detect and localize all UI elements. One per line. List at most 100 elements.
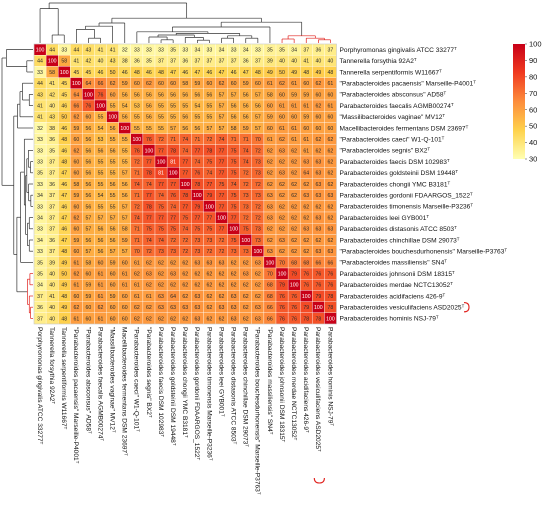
column-label: Parabacteroides faecalis AGMB00274T xyxy=(96,327,105,441)
cell-value-label: 62 xyxy=(146,260,152,266)
cell-value-label: 63 xyxy=(315,249,321,255)
column-label: Parabacteroides acidifaciens 426-9T xyxy=(302,327,311,433)
cell-value-label: 100 xyxy=(290,283,299,289)
cell-value-label: 61 xyxy=(303,104,309,110)
cell-value-label: 34 xyxy=(37,216,43,222)
cell-value-label: 62 xyxy=(98,305,104,311)
cell-value-label: 33 xyxy=(231,48,237,54)
cell-value-label: 63 xyxy=(315,160,321,166)
cell-value-label: 41 xyxy=(98,48,104,54)
cell-value-label: 62 xyxy=(255,294,261,300)
cell-value-label: 43 xyxy=(49,115,55,121)
cell-value-label: 59 xyxy=(303,115,309,121)
cell-value-label: 34 xyxy=(37,238,43,244)
column-label: Tannerella forsythia 92A2T xyxy=(48,327,57,404)
cell-value-label: 35 xyxy=(146,59,152,65)
cell-value-label: 56 xyxy=(86,238,92,244)
cell-value-label: 60 xyxy=(73,227,79,233)
cell-value-label: 56 xyxy=(86,193,92,199)
cell-value-label: 72 xyxy=(255,216,261,222)
cell-value-label: 63 xyxy=(231,305,237,311)
cell-value-label: 75 xyxy=(158,227,164,233)
cell-value-label: 59 xyxy=(267,115,273,121)
cell-value-label: 76 xyxy=(134,148,140,154)
cell-value-label: 61 xyxy=(291,104,297,110)
cell-value-label: 70 xyxy=(279,260,285,266)
cell-value-label: 48 xyxy=(61,316,67,322)
column-label: "Parabacteroides bouchesdurhonensis" Mar… xyxy=(254,327,263,495)
cell-value-label: 41 xyxy=(37,104,43,110)
cell-value-label: 61 xyxy=(267,137,273,143)
cell-value-label: 57 xyxy=(255,92,261,98)
cell-value-label: 36 xyxy=(134,59,140,65)
cell-value-label: 62 xyxy=(231,260,237,266)
cell-value-label: 60 xyxy=(328,92,334,98)
cell-value-label: 35 xyxy=(49,148,55,154)
cell-value-label: 33 xyxy=(134,48,140,54)
cell-value-label: 73 xyxy=(194,238,200,244)
cell-value-label: 100 xyxy=(193,193,202,199)
cell-value-label: 76 xyxy=(315,283,321,289)
cell-value-label: 77 xyxy=(219,227,225,233)
cell-value-label: 47 xyxy=(170,70,176,76)
cell-value-label: 100 xyxy=(96,104,105,110)
column-label: "Massilibacteroides vaginae" MV12T xyxy=(108,327,117,433)
cell-value-label: 44 xyxy=(37,81,43,87)
column-label: Parabacteroides distasonis ATCC 8503T xyxy=(229,327,238,445)
cell-value-label: 41 xyxy=(303,59,309,65)
row-label: "Parabacteroides bouchesdurhonensis" Mar… xyxy=(340,247,508,256)
cell-value-label: 62 xyxy=(279,227,285,233)
cell-value-label: 60 xyxy=(86,272,92,278)
heatmap-border xyxy=(33,43,337,325)
cell-value-label: 79 xyxy=(291,272,297,278)
cell-value-label: 55 xyxy=(122,148,128,154)
row-label: "Parabacteroides pacaensis" Marseille-P4… xyxy=(340,79,477,88)
cell-value-label: 56 xyxy=(98,227,104,233)
cell-value-label: 37 xyxy=(37,294,43,300)
cell-value-label: 45 xyxy=(73,70,79,76)
cell-value-label: 72 xyxy=(134,160,140,166)
column-label: Parabacteroides timonensis Marseille-P32… xyxy=(205,327,214,461)
cell-value-label: 60 xyxy=(110,316,116,322)
cell-value-label: 62 xyxy=(267,171,273,177)
cell-value-label: 62 xyxy=(255,272,261,278)
cell-value-label: 60 xyxy=(279,115,285,121)
cell-value-label: 54 xyxy=(98,126,104,132)
cell-value-label: 60 xyxy=(73,137,79,143)
cell-value-label: 74 xyxy=(146,182,152,188)
cell-value-label: 46 xyxy=(146,70,152,76)
cell-value-label: 62 xyxy=(170,316,176,322)
cell-value-label: 63 xyxy=(315,216,321,222)
cell-value-label: 79 xyxy=(315,294,321,300)
cell-value-label: 62 xyxy=(291,249,297,255)
cell-value-label: 77 xyxy=(158,148,164,154)
cell-value-label: 40 xyxy=(279,59,285,65)
cell-value-label: 63 xyxy=(315,193,321,199)
cell-value-label: 72 xyxy=(219,249,225,255)
cell-value-label: 37 xyxy=(49,227,55,233)
cell-value-label: 73 xyxy=(255,238,261,244)
cell-value-label: 37 xyxy=(49,204,55,210)
cell-value-label: 100 xyxy=(217,216,226,222)
cell-value-label: 61 xyxy=(98,272,104,278)
cell-value-label: 60 xyxy=(98,260,104,266)
cell-value-label: 45 xyxy=(61,81,67,87)
cell-value-label: 58 xyxy=(49,70,55,76)
row-label: "Massilibacteroides vaginae" MV12T xyxy=(340,113,446,122)
cell-value-label: 79 xyxy=(303,305,309,311)
cell-value-label: 59 xyxy=(243,126,249,132)
cell-value-label: 100 xyxy=(241,238,250,244)
row-label: Parabacteroides faecalis AGMB00274T xyxy=(340,101,454,110)
cell-value-label: 49 xyxy=(291,70,297,76)
cell-value-label: 48 xyxy=(328,70,334,76)
cell-value-label: 48 xyxy=(255,70,261,76)
cell-value-label: 76 xyxy=(303,283,309,289)
cell-value-label: 56 xyxy=(110,182,116,188)
cell-value-label: 73 xyxy=(170,249,176,255)
cell-value-label: 81 xyxy=(170,160,176,166)
cell-value-label: 78 xyxy=(146,171,152,177)
cell-value-label: 40 xyxy=(49,104,55,110)
cell-value-label: 56 xyxy=(182,126,188,132)
cell-value-label: 78 xyxy=(182,193,188,199)
